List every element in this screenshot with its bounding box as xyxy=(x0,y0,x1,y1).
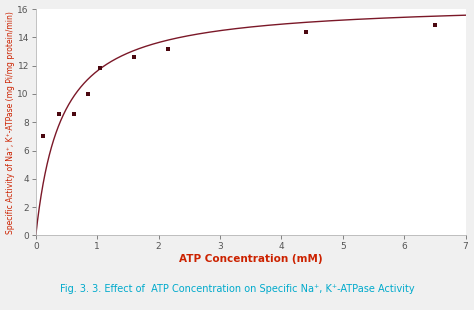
Text: Fig. 3. 3. Effect of  ATP Concentration on Specific Na⁺, K⁺-ATPase Activity: Fig. 3. 3. Effect of ATP Concentration o… xyxy=(60,285,414,294)
Point xyxy=(130,55,138,60)
Point xyxy=(84,91,92,96)
Y-axis label: Specific Activity of Na⁺, K⁺-ATPase (mg Pi/mg protein/min): Specific Activity of Na⁺, K⁺-ATPase (mg … xyxy=(6,11,15,234)
Point xyxy=(55,111,63,116)
Point xyxy=(164,46,172,51)
Point xyxy=(39,134,47,139)
Point xyxy=(70,111,78,116)
Point xyxy=(431,22,438,27)
Point xyxy=(302,29,310,34)
X-axis label: ATP Concentration (mM): ATP Concentration (mM) xyxy=(179,254,322,264)
Point xyxy=(96,66,104,71)
